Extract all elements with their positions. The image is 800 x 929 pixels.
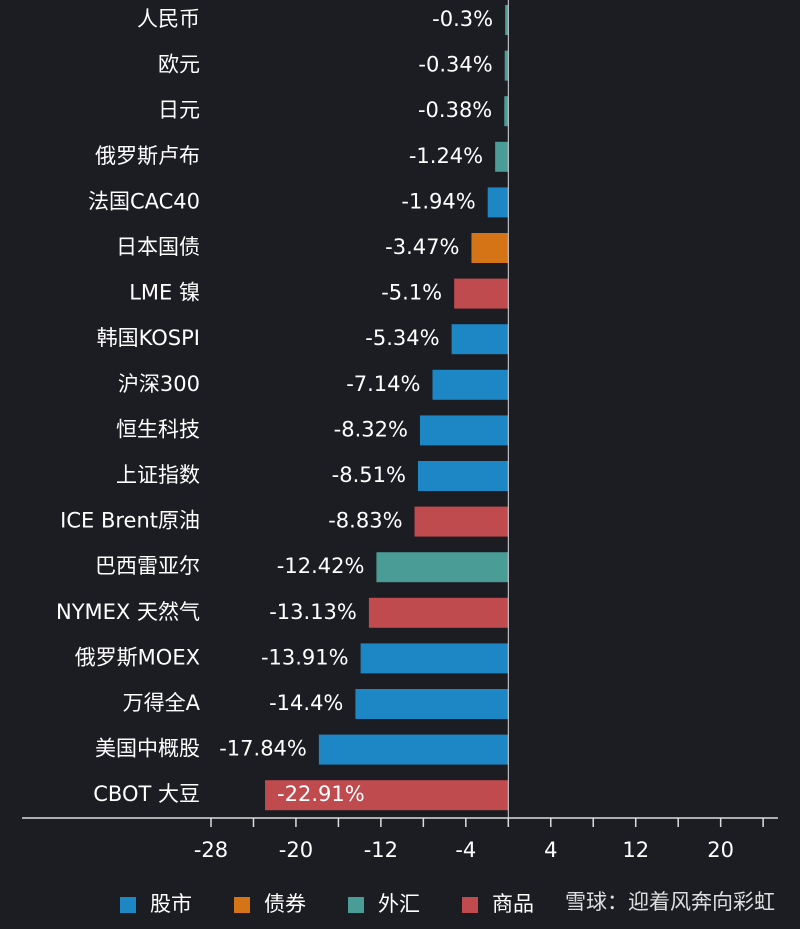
value-label: -13.13% [269, 600, 357, 624]
category-label: 恒生科技 [116, 417, 200, 441]
legend-label: 商品 [492, 892, 534, 916]
x-tick-label: 20 [707, 838, 734, 862]
legend-swatch [462, 897, 478, 913]
value-label: -5.1% [381, 281, 442, 305]
bar [504, 96, 509, 127]
value-label: -7.14% [346, 372, 420, 396]
value-label: -8.32% [334, 417, 408, 441]
category-label: 人民币 [137, 7, 200, 31]
value-label: -0.34% [418, 53, 492, 77]
bar [419, 415, 509, 446]
value-label: -8.51% [332, 463, 406, 487]
bar [355, 689, 509, 719]
bar [471, 233, 509, 263]
legend-label: 股市 [150, 892, 192, 916]
value-label: -14.4% [269, 691, 343, 715]
value-label: -3.47% [385, 235, 459, 259]
value-label: -22.91% [277, 782, 365, 806]
x-tick-label: 12 [622, 838, 649, 862]
value-label: -1.94% [401, 189, 475, 213]
bar [417, 461, 509, 491]
value-label: -13.91% [261, 645, 349, 669]
category-label: LME 镍 [129, 281, 200, 305]
bar [454, 278, 509, 309]
legend-label: 外汇 [378, 892, 420, 916]
value-label: -17.84% [219, 737, 307, 761]
legend-swatch [348, 897, 364, 913]
value-label: -0.38% [418, 98, 492, 122]
bar [414, 506, 509, 537]
value-label: -1.24% [409, 144, 483, 168]
value-label: -0.3% [432, 7, 493, 31]
category-label: 日元 [158, 98, 200, 122]
watermark: 雪球：迎着风奔向彩虹 [565, 890, 775, 914]
category-label: 日本国债 [116, 235, 200, 259]
bar [318, 734, 509, 765]
bar [376, 552, 509, 583]
category-label: ICE Brent原油 [60, 509, 200, 533]
bar [487, 187, 509, 218]
legend-label: 债券 [264, 892, 306, 916]
bar [432, 369, 509, 400]
category-label: 韩国KOSPI [97, 326, 200, 350]
category-label: CBOT 大豆 [93, 782, 200, 806]
bar [368, 597, 509, 628]
legend-swatch [120, 897, 136, 913]
legend-swatch [234, 897, 250, 913]
value-label: -8.83% [328, 509, 402, 533]
category-label: NYMEX 天然气 [56, 600, 200, 624]
bar [360, 643, 509, 674]
bar [265, 780, 509, 811]
category-label: 俄罗斯MOEX [75, 645, 200, 669]
category-label: 巴西雷亚尔 [95, 554, 200, 578]
category-label: 法国CAC40 [88, 189, 200, 213]
bar [451, 324, 509, 355]
category-label: 欧元 [158, 53, 200, 77]
bar [505, 5, 509, 35]
value-label: -5.34% [365, 326, 439, 350]
x-tick-label: -20 [279, 838, 313, 862]
category-label: 上证指数 [116, 463, 200, 487]
x-tick-label: -28 [194, 838, 228, 862]
category-label: 美国中概股 [95, 737, 200, 761]
x-tick-label: -4 [455, 838, 476, 862]
bar [495, 141, 509, 172]
x-tick-label: 4 [544, 838, 557, 862]
category-label: 俄罗斯卢布 [95, 144, 200, 168]
bar [504, 50, 509, 81]
category-label: 沪深300 [118, 372, 200, 396]
value-label: -12.42% [277, 554, 365, 578]
x-tick-label: -12 [364, 838, 398, 862]
category-label: 万得全A [123, 691, 201, 715]
